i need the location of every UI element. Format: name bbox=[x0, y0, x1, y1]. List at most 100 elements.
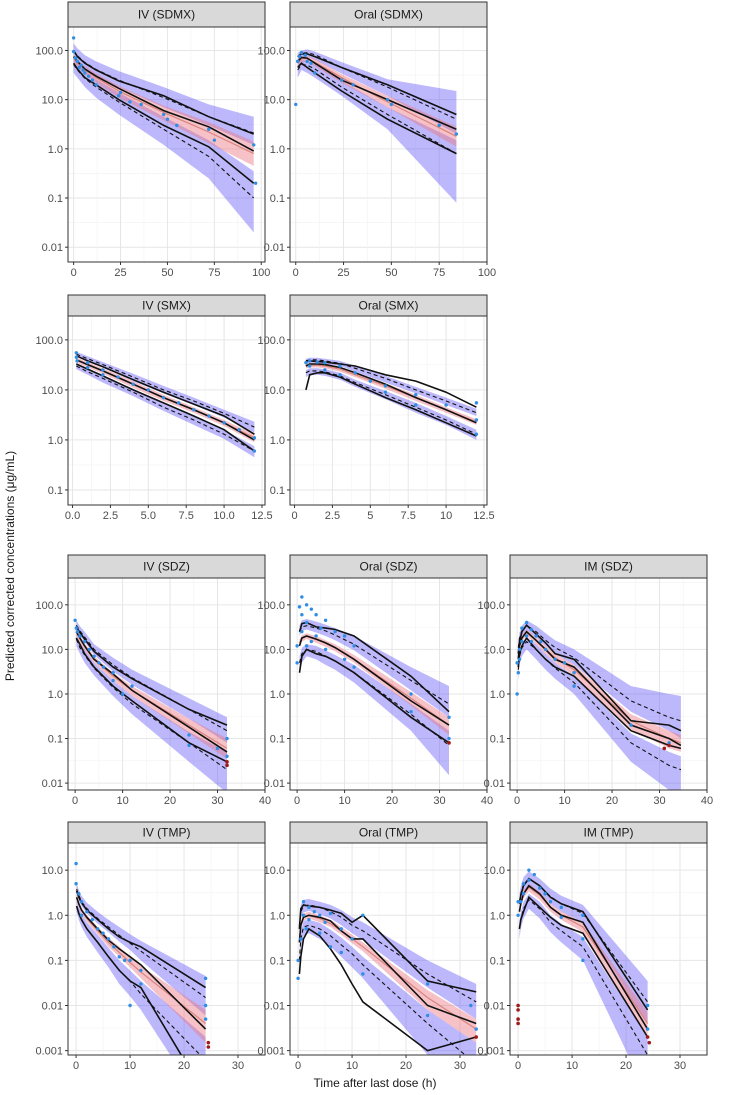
y-tick-label: 10.0 bbox=[42, 95, 63, 107]
panel-border bbox=[67, 26, 266, 263]
x-tick-label: 2.5 bbox=[325, 510, 340, 522]
observation-point bbox=[524, 620, 529, 625]
observation-point bbox=[131, 382, 135, 386]
x-tick-label: 12.5 bbox=[473, 510, 494, 522]
y-tick-label: 100.0 bbox=[257, 45, 285, 57]
observation-point bbox=[128, 958, 132, 963]
observation-point bbox=[333, 629, 337, 634]
x-tick-label: 0 bbox=[71, 267, 77, 279]
observation-point bbox=[516, 671, 521, 675]
bql-point bbox=[206, 1045, 211, 1049]
observation-point bbox=[319, 626, 323, 630]
observation-point bbox=[299, 51, 304, 55]
panel-oral-sdz: Oral (SDZ) 0.01 0.1 1.0 10.0 100.0 0 10 20 30 40 bbox=[257, 554, 493, 807]
lower-percentile-band bbox=[518, 637, 681, 790]
x-tick-label: 30 bbox=[211, 795, 223, 807]
panel-border bbox=[67, 577, 266, 791]
observation-point bbox=[94, 83, 98, 87]
panel-border bbox=[509, 842, 708, 1056]
lower-observed-line bbox=[298, 648, 450, 744]
observation-point bbox=[328, 945, 333, 949]
observation-point bbox=[308, 364, 312, 368]
y-tick-label: 10.0 bbox=[484, 865, 505, 877]
median-band bbox=[76, 893, 206, 1043]
observation-point bbox=[534, 634, 538, 638]
bql-point bbox=[516, 1017, 520, 1021]
x-tick-label: 20 bbox=[606, 795, 618, 807]
y-tick-label: 10.0 bbox=[264, 95, 285, 107]
observation-point bbox=[314, 613, 318, 617]
y-tick-label: 1.0 bbox=[490, 689, 505, 701]
observation-point bbox=[111, 678, 115, 683]
panel-iv-sdmx: IV (SDMX) 0.01 0.1 1.0 10.0 100.0 0 25 50 75 100 bbox=[35, 1, 270, 279]
plot-background bbox=[290, 316, 487, 505]
observation-point bbox=[572, 671, 576, 675]
observation-point bbox=[529, 639, 534, 644]
plot-background bbox=[290, 843, 487, 1055]
observation-point bbox=[192, 408, 196, 412]
observation-point bbox=[383, 390, 388, 394]
observation-point bbox=[85, 910, 89, 914]
lower-observed-line bbox=[75, 905, 183, 1055]
x-tick-label: 0 bbox=[291, 510, 297, 522]
panel-border bbox=[67, 315, 266, 506]
x-tick-label: 0 bbox=[295, 1060, 301, 1072]
observation-point bbox=[203, 1003, 208, 1008]
x-tick-label: 30 bbox=[454, 1060, 466, 1072]
y-tick-label: 1.0 bbox=[48, 910, 63, 922]
x-tick-label: 25 bbox=[114, 267, 126, 279]
median-band bbox=[76, 628, 227, 759]
observation-point bbox=[73, 56, 78, 60]
upper-predicted-line bbox=[76, 353, 255, 428]
observation-point bbox=[81, 68, 85, 72]
y-tick-label: 100.0 bbox=[477, 600, 505, 612]
observation-point bbox=[559, 905, 563, 910]
lower-observed-line bbox=[517, 636, 682, 750]
observation-point bbox=[252, 449, 257, 453]
observation-point bbox=[71, 49, 76, 54]
strip-title: Oral (SDMX) bbox=[354, 8, 423, 22]
observation-point bbox=[409, 692, 413, 696]
observation-point bbox=[309, 639, 314, 644]
observation-point bbox=[323, 360, 327, 365]
plot-body bbox=[290, 27, 487, 262]
observation-point bbox=[314, 634, 318, 638]
observation-point bbox=[414, 393, 418, 397]
x-tick-label: 7.5 bbox=[401, 510, 416, 522]
observation-point bbox=[86, 365, 90, 370]
lower-observed-line bbox=[518, 895, 649, 1038]
observation-point bbox=[304, 620, 309, 625]
bql-point bbox=[516, 1008, 520, 1012]
observation-point bbox=[146, 388, 151, 392]
observation-point bbox=[474, 401, 479, 405]
observation-point bbox=[352, 644, 356, 648]
observation-point bbox=[323, 618, 328, 622]
observation-point bbox=[87, 647, 92, 652]
strip-title: Oral (SDZ) bbox=[360, 560, 418, 574]
x-tick-label: 10 bbox=[338, 795, 350, 807]
x-tick-label: 30 bbox=[674, 1060, 686, 1072]
observation-point bbox=[543, 647, 548, 652]
observation-point bbox=[532, 872, 536, 877]
observation-point bbox=[101, 373, 105, 377]
observation-point bbox=[74, 861, 78, 866]
y-tick-label: 0.1 bbox=[48, 734, 63, 746]
x-tick-label: 0 bbox=[294, 795, 300, 807]
lower-predicted-line bbox=[76, 365, 255, 452]
x-tick-label: 75 bbox=[208, 267, 220, 279]
observation-point bbox=[101, 368, 105, 372]
lower-predicted-line bbox=[518, 898, 649, 1055]
observation-point bbox=[139, 982, 143, 986]
observation-point bbox=[139, 968, 143, 973]
observation-point bbox=[307, 905, 311, 910]
observation-point bbox=[469, 1003, 473, 1008]
lower-percentile-band bbox=[299, 644, 449, 776]
panel-border bbox=[289, 577, 488, 791]
observation-point bbox=[645, 1003, 650, 1008]
observation-point bbox=[75, 59, 80, 64]
median-observed-line bbox=[298, 635, 450, 726]
observation-point bbox=[75, 359, 79, 363]
observation-point bbox=[527, 868, 531, 872]
x-tick-label: 12.5 bbox=[251, 510, 272, 522]
